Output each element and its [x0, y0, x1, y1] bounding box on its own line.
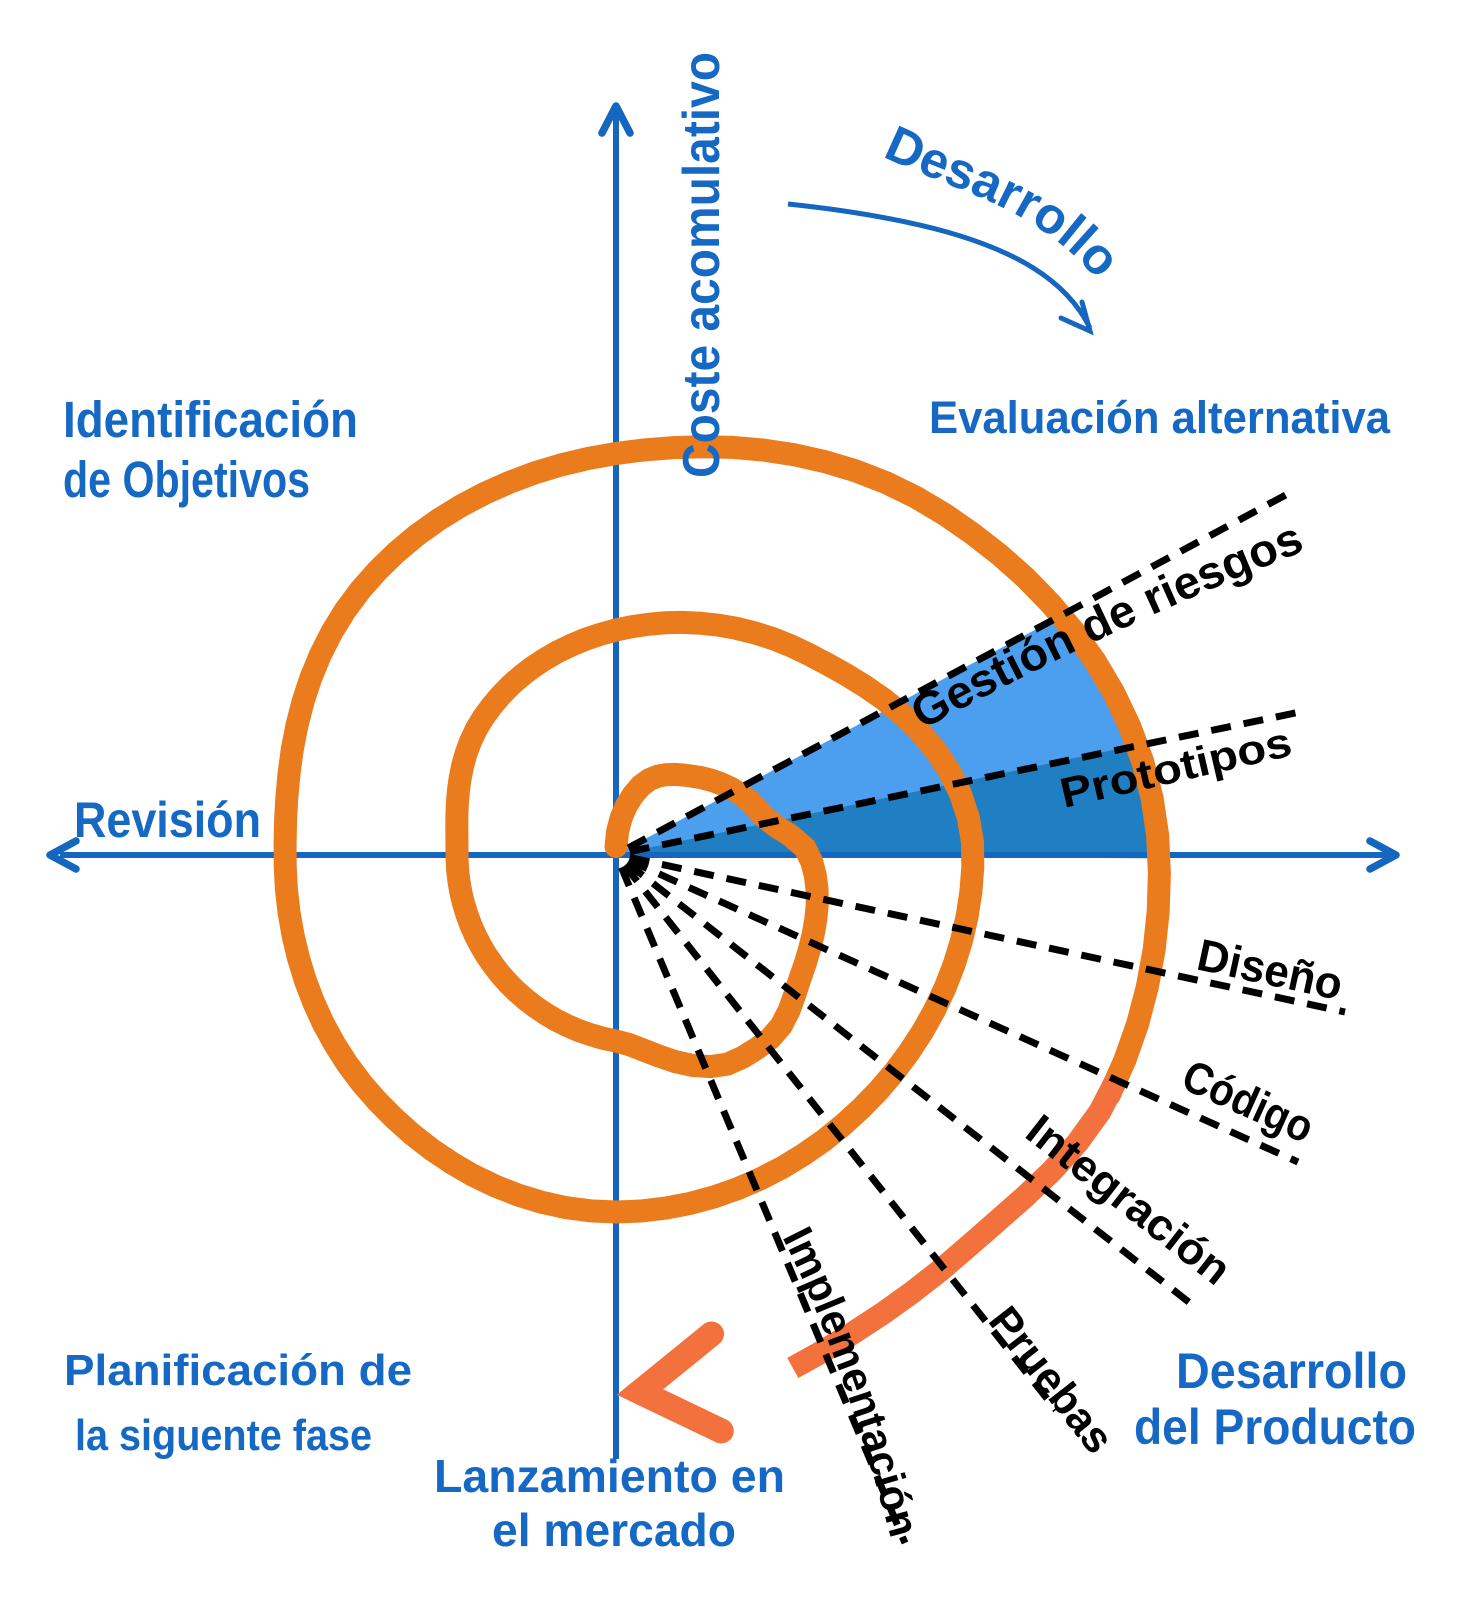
svg-text:la siguente fase: la siguente fase — [75, 1411, 372, 1460]
svg-text:el mercado: el mercado — [492, 1504, 736, 1556]
svg-text:Identificación: Identificación — [63, 391, 358, 448]
svg-text:Lanzamiento en: Lanzamiento en — [434, 1450, 785, 1502]
svg-text:Evaluación alternativa: Evaluación alternativa — [929, 392, 1391, 443]
svg-text:de Objetivos: de Objetivos — [63, 451, 310, 508]
svg-text:Planificación de: Planificación de — [64, 1346, 412, 1395]
svg-text:Desarrollo: Desarrollo — [1176, 1343, 1407, 1399]
svg-text:del Producto: del Producto — [1134, 1399, 1416, 1455]
svg-text:Coste acomulativo: Coste acomulativo — [673, 52, 731, 478]
svg-text:Revisión: Revisión — [74, 792, 261, 848]
